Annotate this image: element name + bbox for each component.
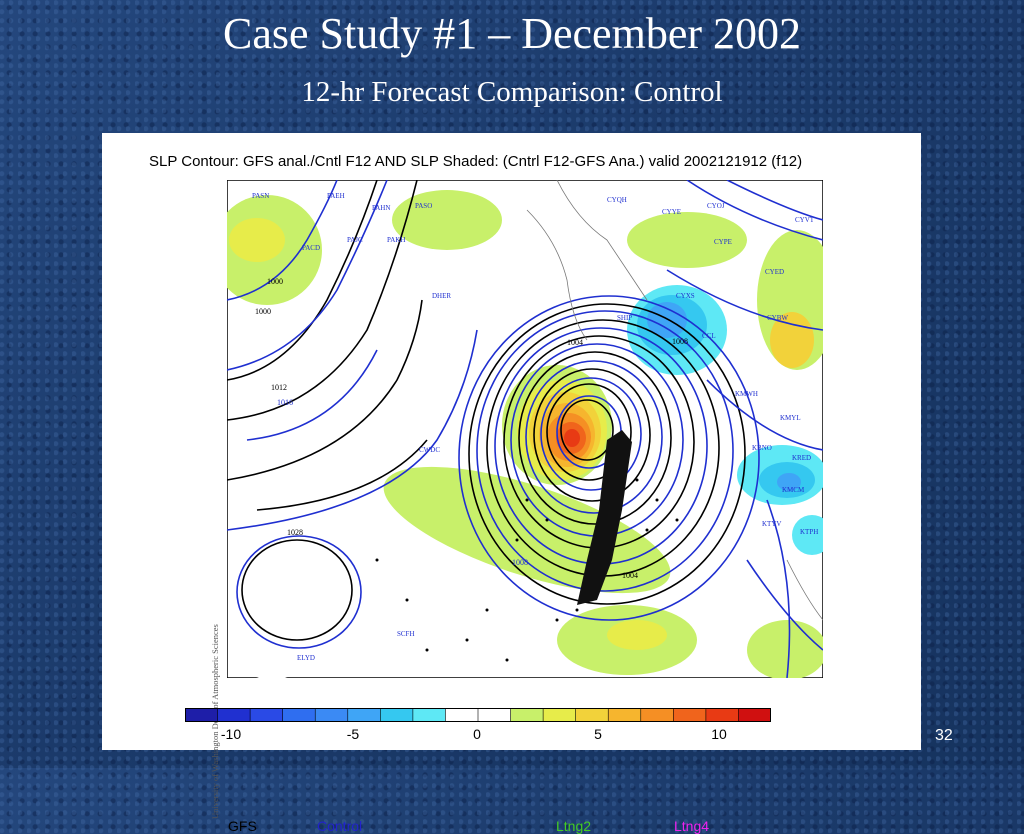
slp-map: 1000 1000 1012 1028 1008 1004 1004 1008 … [227, 180, 823, 678]
slide-title: Case Study #1 – December 2002 [223, 9, 801, 58]
station-label: KRED [792, 454, 811, 462]
slide-subtitle: 12-hr Forecast Comparison: Control [301, 76, 723, 108]
credit: University of Washington Dept. of Atmosp… [210, 624, 222, 820]
colorbar-cell [347, 708, 382, 722]
map-title: SLP Contour: GFS anal./Cntl F12 AND SLP … [149, 153, 803, 170]
colorbar-cell [607, 708, 642, 722]
page-number: 32 [935, 727, 953, 744]
contour-label: 1016 [277, 398, 293, 407]
station-label: CYED [765, 268, 784, 276]
contour-label: 1028 [287, 528, 303, 537]
contour-label: 1004 [622, 571, 638, 580]
colorbar-cell [738, 708, 771, 722]
station-label: PAJC [347, 236, 363, 244]
legend-control: Control [317, 818, 363, 834]
contour-label: 1000 [255, 307, 271, 316]
station-label: CYVT [795, 216, 815, 224]
station-label: CYPE [714, 238, 732, 246]
colorbar-cell [217, 708, 251, 722]
lightning-dots [375, 430, 679, 662]
colorbar-cell [705, 708, 740, 722]
station-label: PAHN [372, 204, 390, 212]
control-isobars [227, 180, 823, 678]
station-labels: PASN PAEH PAHN PASO PAJC PAKH PACD DHER … [252, 192, 818, 662]
colorbar-cell [542, 708, 577, 722]
station-label: CYOJ [707, 202, 725, 210]
station-label: KBNO [752, 444, 772, 452]
station-label: SHIP [617, 314, 632, 322]
station-label: CYXS [676, 292, 695, 300]
station-label: PAKH [387, 236, 405, 244]
station-label: KMCM [782, 486, 805, 494]
figure-panel: SLP Contour: GFS anal./Cntl F12 AND SLP … [102, 133, 921, 834]
station-label: PASO [415, 202, 432, 210]
colorbar-cell [445, 708, 479, 722]
coastlines [526, 180, 823, 621]
colorbar-tick: 0 [473, 726, 481, 742]
contour-label: 1008 [672, 337, 688, 346]
colorbar-tick: -5 [346, 726, 360, 742]
colorbar-tick: 5 [594, 726, 602, 742]
legend-ltng4: Ltng4 [674, 818, 710, 834]
station-label: ELYD [297, 654, 315, 662]
station-label: CYYE [662, 208, 681, 216]
colorbar [185, 708, 771, 722]
colorbar-cell [249, 708, 284, 722]
legend-ltng2: Ltng2 [556, 818, 592, 834]
colorbar-cell [510, 708, 544, 722]
colorbar-cell [673, 708, 707, 722]
colorbar-cell [185, 708, 219, 722]
station-label: PAEH [327, 192, 345, 200]
station-label: CYQH [607, 196, 627, 204]
colorbar-cell [640, 708, 675, 722]
contour-label: 1012 [271, 383, 287, 392]
station-label: CYBW [767, 314, 788, 322]
shaded-negative-areas [242, 285, 823, 678]
station-label: SCFH [397, 630, 415, 638]
contour-label: 1008 [512, 558, 528, 567]
colorbar-tick: 10 [711, 726, 727, 742]
station-label: PASN [252, 192, 269, 200]
station-label: KTPH [800, 528, 818, 536]
station-label: KMWH [735, 390, 758, 398]
station-label: PACD [302, 244, 320, 252]
station-label: CWDC [419, 446, 440, 454]
colorbar-cell [314, 708, 349, 722]
station-label: DHER [432, 292, 451, 300]
colorbar-cell [380, 708, 414, 722]
legend-gfs: GFS [228, 818, 257, 834]
contour-label: 1004 [567, 338, 583, 347]
station-label: CCL [702, 332, 716, 340]
colorbar-cell [575, 708, 610, 722]
contour-labels: 1000 1000 1012 1028 1008 1004 1004 1008 … [255, 277, 688, 580]
colorbar-cell [412, 708, 447, 722]
colorbar-tick: -10 [220, 726, 242, 742]
colorbar-cell [477, 708, 512, 722]
station-label: KMYL [780, 414, 801, 422]
contour-label: 1000 [267, 277, 283, 286]
station-label: KTYV [762, 520, 781, 528]
colorbar-cell [282, 708, 317, 722]
